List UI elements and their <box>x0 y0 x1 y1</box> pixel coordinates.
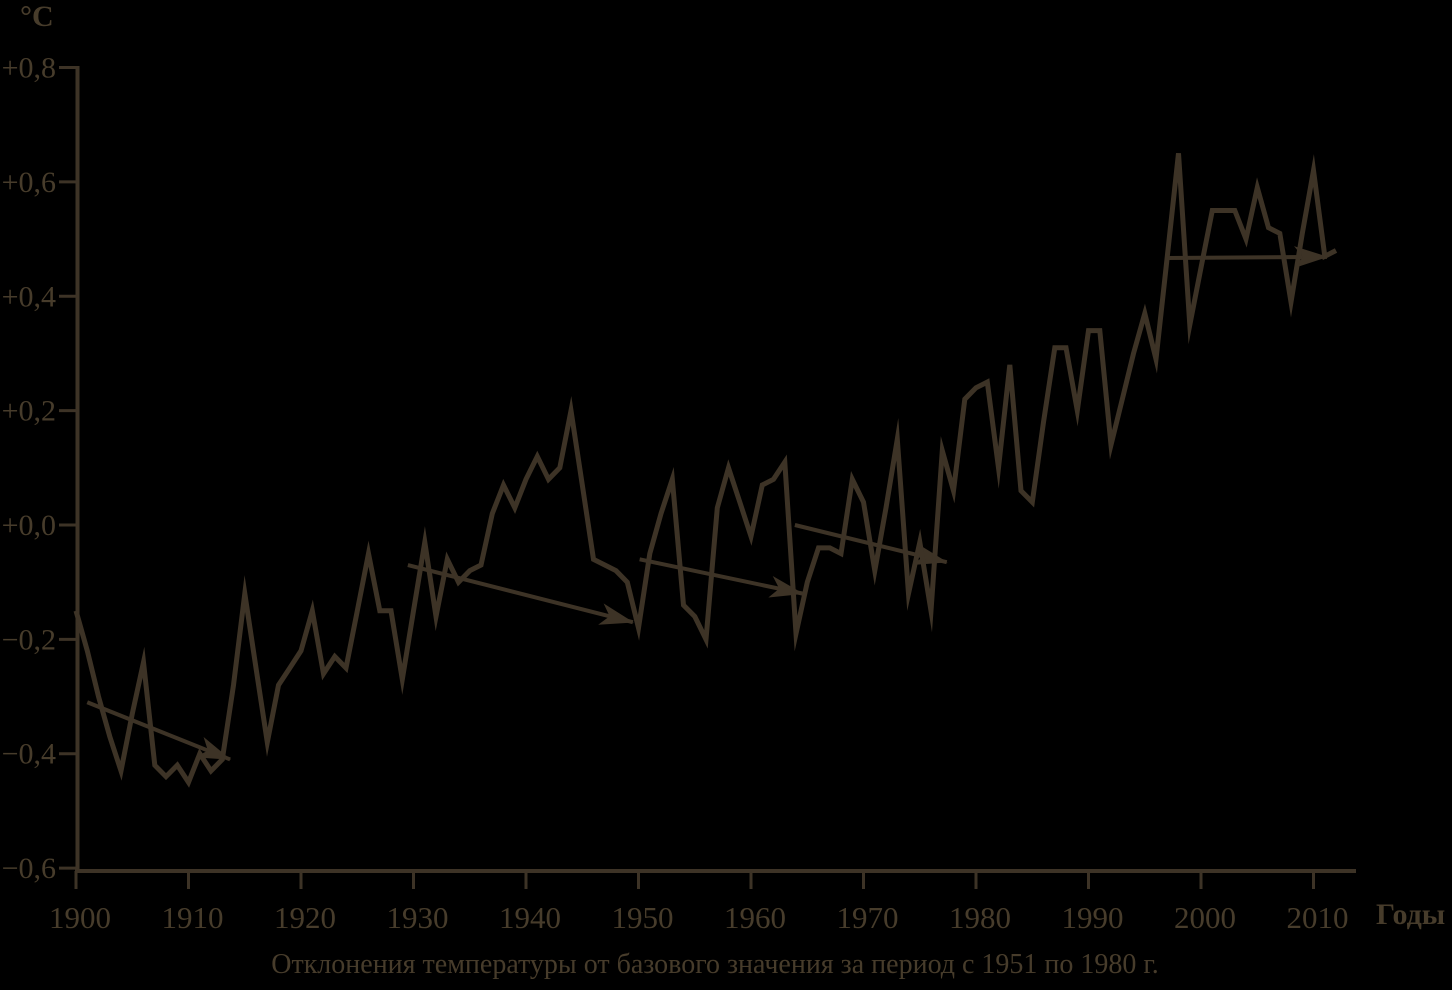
y-tick-label: +0,4 <box>2 280 56 313</box>
x-tick-label: 1990 <box>1062 900 1124 935</box>
axis-ticks <box>59 66 1315 889</box>
x-tick-label: 1930 <box>387 900 449 935</box>
x-tick-label: 1950 <box>612 900 674 935</box>
x-tick-label: 2000 <box>1174 900 1236 935</box>
anomaly-line <box>73 153 1338 788</box>
anomaly-polyline <box>73 153 1338 788</box>
y-axis-unit-label: °C <box>20 0 54 33</box>
x-tick-label: 1960 <box>724 900 786 935</box>
x-axis-unit-label: Годы <box>1376 898 1446 931</box>
x-tick-label: 1920 <box>274 900 336 935</box>
trend-arrow <box>1167 246 1328 269</box>
y-tick-label: +0,0 <box>2 509 56 542</box>
x-tick-label: 1900 <box>49 900 111 935</box>
x-tick-label: 1970 <box>837 900 899 935</box>
y-tick-label: +0,2 <box>2 395 56 428</box>
x-tick-label: 2010 <box>1287 900 1349 935</box>
x-tick-label: 1910 <box>162 900 224 935</box>
trend-arrow <box>86 700 232 762</box>
y-tick-label: −0,2 <box>2 623 56 656</box>
axes <box>75 66 1356 873</box>
chart-caption: Отклонения температуры от базового значе… <box>271 949 1159 980</box>
axis-tick-labels: +0,8 +0,6 +0,4 +0,2 +0,0 −0,2 −0,4 −0,6 1900 1910… <box>2 52 1349 935</box>
y-tick-label: −0,4 <box>2 738 56 771</box>
x-tick-label: 1940 <box>499 900 561 935</box>
y-tick-label: +0,8 <box>2 52 56 85</box>
trend-arrow <box>639 557 804 598</box>
y-tick-label: +0,6 <box>2 166 56 199</box>
x-tick-label: 1980 <box>949 900 1011 935</box>
y-tick-label: −0,6 <box>2 852 56 885</box>
